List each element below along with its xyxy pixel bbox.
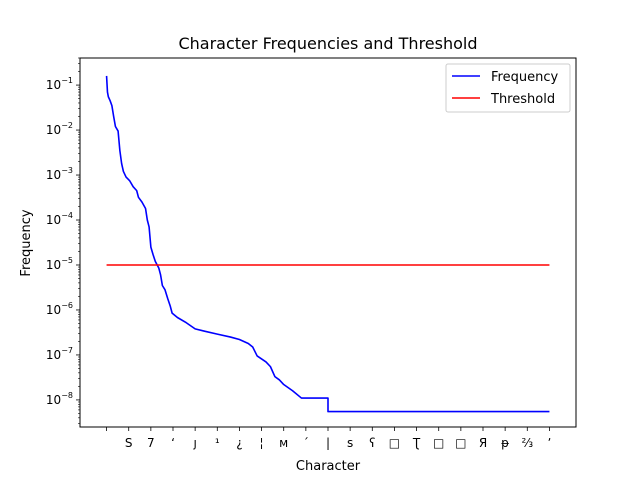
- x-tick-label: ᴍ: [279, 436, 288, 450]
- x-tick-label: Я: [479, 436, 487, 450]
- x-tick-label: ⅔: [521, 436, 533, 450]
- x-tick-label: □: [455, 436, 466, 450]
- x-tick-label: ʕ: [369, 436, 375, 450]
- x-tick-label: Ʈ: [412, 436, 421, 450]
- y-tick-label: 10−1: [46, 76, 73, 92]
- y-tick-label: 10−8: [46, 391, 73, 407]
- legend-frequency-label: Frequency: [491, 70, 558, 85]
- y-axis-label: Frequency: [19, 209, 34, 276]
- x-axis-label: Character: [296, 459, 361, 474]
- y-tick-label: 10−3: [46, 166, 73, 182]
- x-tick-label: ʼ: [548, 436, 552, 450]
- x-tick-label: ¹: [215, 436, 220, 450]
- x-tick-label: ¦: [260, 436, 264, 450]
- x-tick-label: ꜱ: [347, 436, 353, 450]
- y-tick-label: 10−5: [46, 256, 73, 272]
- y-tick-label: 10−7: [46, 346, 73, 362]
- x-tick-label: ᵽ: [501, 436, 509, 450]
- y-tick-label: 10−2: [46, 121, 73, 137]
- y-tick-label: 10−4: [46, 211, 73, 227]
- x-tick-label: 7: [147, 436, 155, 450]
- x-tick-label: ˊ: [303, 436, 309, 450]
- plot-frame: [79, 57, 577, 428]
- x-tick-label: |: [326, 436, 330, 450]
- y-axis: 10−8 10−7 10−6 10−5 10−4 10−3 10−2 10−1: [46, 57, 80, 424]
- legend: Frequency Threshold: [445, 63, 571, 113]
- x-tick-label: ‘: [171, 436, 175, 450]
- series-line-frequency: [105, 75, 550, 413]
- y-tick-label: 10−6: [46, 301, 73, 317]
- x-tick-label: □: [389, 436, 400, 450]
- chart-title: Character Frequencies and Threshold: [178, 34, 477, 53]
- x-tick-label: ȷ: [192, 436, 196, 450]
- legend-threshold-label: Threshold: [490, 92, 555, 107]
- plot-lines: [105, 75, 550, 413]
- x-tick-label: ¿: [236, 436, 242, 450]
- x-tick-label: □: [433, 436, 444, 450]
- x-tick-label: S: [125, 436, 133, 450]
